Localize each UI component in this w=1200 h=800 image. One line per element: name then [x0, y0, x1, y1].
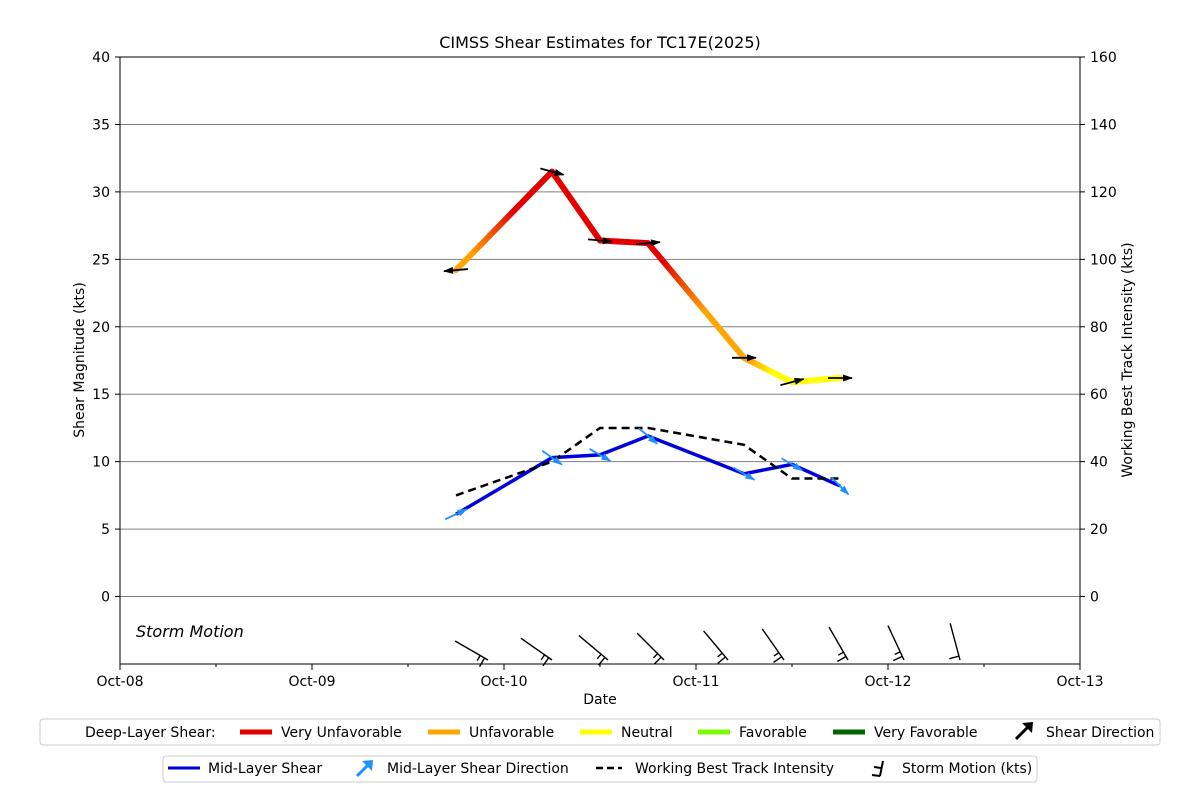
y-right-tick-label-7: 140: [1090, 117, 1117, 133]
storm-barb-half-1: [540, 654, 546, 661]
deep-arrow-0-head: [443, 266, 454, 274]
storm-barb-half-6: [837, 651, 844, 656]
y-left-tick-label-3: 15: [92, 387, 110, 403]
storm-barb-flag-1-0: [542, 657, 550, 667]
storm-barb-half-3: [652, 653, 659, 659]
storm-motion-label: Storm Motion: [136, 622, 244, 641]
storm-barb-flag-7-0: [892, 655, 903, 662]
y-left-tick-label-4: 20: [92, 320, 110, 336]
y-left-tick-label-0: 0: [101, 590, 110, 606]
deep-arrow-1-head: [553, 169, 565, 176]
storm-barb-shaft-4: [703, 630, 729, 661]
storm-motion-barbs: [454, 623, 961, 668]
legend-deep-layer: Deep-Layer Shear: Very Unfavorable Unfav…: [39, 718, 1161, 746]
storm-barb-flag-3-0: [653, 656, 662, 665]
y-left-tick-label-7: 35: [92, 117, 110, 133]
storm-barb-half-4: [717, 652, 723, 658]
x-tick-label-0: Oct-08: [96, 674, 143, 690]
y-right-tick-label-3: 60: [1090, 387, 1108, 403]
storm-barb-shaft-1: [520, 637, 553, 661]
legend-intensity-label: Working Best Track Intensity: [635, 761, 834, 777]
deep-arrow-6-head: [843, 374, 853, 382]
storm-barb-flag-0-0: [478, 657, 486, 668]
y-left-tick-label-8: 40: [92, 50, 110, 66]
shear-direction-arrows: [443, 167, 853, 521]
storm-barb-shaft-0: [454, 640, 489, 661]
deep-arrow-2-head: [602, 237, 613, 245]
legend-very-unfavorable-label: Very Unfavorable: [281, 725, 402, 741]
legend-deep-title: Deep-Layer Shear:: [85, 725, 216, 741]
x-axis: Oct-08 Oct-09 Oct-10 Oct-11 Oct-12 Oct-13: [96, 664, 1104, 690]
y-axis-label-left: Shear Magnitude (kts): [72, 282, 88, 438]
deep-layer-segment-0: [453, 168, 555, 274]
y-right-tick-label-8: 160: [1090, 50, 1117, 66]
deep-arrow-5-head: [793, 377, 805, 385]
storm-barb-flag-4-0: [717, 656, 726, 664]
storm-motion-barb-icon: [871, 760, 884, 777]
x-tick-label-3: Oct-11: [672, 674, 719, 690]
mid-arrow-0-head: [457, 508, 468, 517]
legend-neutral-label: Neutral: [621, 725, 673, 741]
y-left-tick-label-2: 10: [92, 455, 110, 471]
storm-barb-flag-5-0: [773, 656, 783, 664]
x-tick-label-4: Oct-12: [864, 674, 911, 690]
x-tick-label-5: Oct-13: [1056, 674, 1103, 690]
deep-arrow-3-head: [650, 239, 661, 247]
deep-arrow-4-head: [747, 354, 757, 362]
mid-arrow-3-head: [648, 435, 658, 445]
mid-arrow-1-head: [552, 456, 563, 466]
legend-unfavorable-label: Unfavorable: [469, 725, 554, 741]
chart-title: CIMSS Shear Estimates for TC17E(2025): [439, 33, 761, 52]
y-left-tick-label-5: 25: [92, 252, 110, 268]
mid-arrow-2-head: [600, 453, 612, 462]
storm-barb-half-5: [773, 652, 780, 657]
storm-barb-shaft-7: [887, 625, 905, 661]
y-left-tick-label-1: 5: [101, 522, 110, 538]
y-right-tick-label-4: 80: [1090, 320, 1108, 336]
legend-other: Mid-Layer Shear Mid-Layer Shear Directio…: [162, 755, 1038, 783]
y-right-tick-label-1: 20: [1090, 522, 1108, 538]
y-right-tick-label-0: 0: [1090, 590, 1099, 606]
legend-very-favorable-label: Very Favorable: [874, 725, 978, 741]
y-axis-left: 0 5 10 15 20 25 30 35 40: [92, 50, 120, 606]
deep-layer-segment-4: [741, 354, 795, 386]
storm-barb-shaft-5: [761, 628, 785, 661]
y-left-tick-label-6: 30: [92, 185, 110, 201]
storm-barb-shaft-6: [828, 626, 849, 661]
legend-shear-direction-label: Shear Direction: [1046, 725, 1154, 741]
mid-layer-arrow-icon: [355, 760, 373, 778]
legend-storm-motion-label: Storm Motion (kts): [902, 761, 1032, 777]
storm-barb-half-0: [476, 655, 481, 662]
y-axis-right: 0 20 40 60 80 100 120 140 160: [1080, 50, 1117, 606]
y-right-tick-label-6: 120: [1090, 185, 1117, 201]
y-right-tick-label-5: 100: [1090, 252, 1117, 268]
storm-barb-shaft-8: [949, 623, 961, 661]
y-axis-label-right: Working Best Track Intensity (kts): [1120, 242, 1136, 477]
legend-mid-layer-label: Mid-Layer Shear: [208, 761, 322, 777]
mid-arrow-6-head: [839, 485, 850, 496]
deep-layer-segment-1: [549, 168, 603, 244]
storm-barb-shaft-2: [578, 635, 609, 661]
x-axis-label: Date: [583, 692, 616, 708]
legend-favorable-label: Favorable: [739, 725, 807, 741]
legend-mid-arrow-label: Mid-Layer Shear Direction: [387, 761, 569, 777]
storm-barb-flag-6-0: [836, 655, 847, 663]
mid-arrow-5-head: [792, 462, 804, 471]
mid-arrow-4-head: [744, 472, 756, 481]
storm-barb-half-7: [894, 651, 901, 656]
storm-barb-shaft-3: [636, 632, 665, 661]
deep-layer-segment-3: [645, 240, 747, 361]
storm-barb-half-2: [596, 653, 602, 660]
x-tick-label-1: Oct-09: [288, 674, 335, 690]
shear-direction-arrow-icon: [1014, 722, 1033, 741]
best-track-intensity-line: [455, 426, 840, 497]
x-tick-label-2: Oct-10: [480, 674, 527, 690]
storm-barb-flag-8-0: [949, 655, 960, 660]
y-right-tick-label-2: 40: [1090, 455, 1108, 471]
